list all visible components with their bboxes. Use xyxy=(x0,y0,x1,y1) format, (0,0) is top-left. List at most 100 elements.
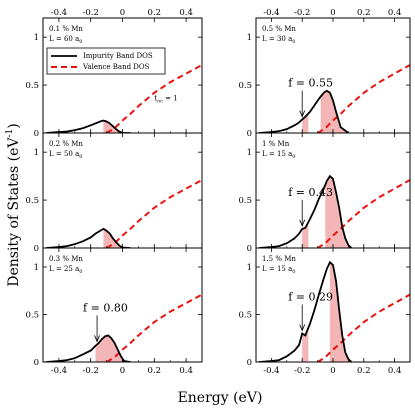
concentration-label: 1 % Mn xyxy=(262,140,290,148)
y-tick-label: 1 xyxy=(247,33,252,43)
fraction-label: f = 0.43 xyxy=(288,186,333,199)
length-label-sub: 0 xyxy=(79,39,82,45)
toc-label-t: t xyxy=(154,94,157,102)
x-tick-label-bottom: 0.4 xyxy=(388,366,402,376)
panel-2: 00.510.2 % MnL = 50 a0 xyxy=(25,132,203,254)
length-label-sub: 0 xyxy=(79,269,82,275)
panels: -0.4 -0.2 0 0.2 0.400.510.1 % MnL = 60 a0Imp… xyxy=(25,8,411,376)
length-label: L = 25 a0 xyxy=(49,265,82,275)
valence-band-line xyxy=(317,179,410,248)
length-label: L = 30 a0 xyxy=(262,35,295,45)
length-label: L = 50 a0 xyxy=(49,150,82,160)
impurity-band-line xyxy=(46,119,131,133)
toc-label-sub: oc xyxy=(157,98,163,104)
y-tick-label: 0.5 xyxy=(25,196,39,206)
x-tick-label-bottom: 0 xyxy=(120,366,125,376)
fraction-label: f = 0.29 xyxy=(288,291,333,304)
fraction-arrow-head xyxy=(299,219,306,227)
fraction-arrow-head xyxy=(94,335,100,343)
concentration-label: 1.5 % Mn xyxy=(262,255,296,263)
y-tick-label: 1 xyxy=(34,263,39,273)
length-label-sub: 0 xyxy=(292,154,295,160)
x-tick-label-top: 0.2 xyxy=(357,8,371,18)
length-label: L = 15 a0 xyxy=(262,265,295,275)
y-tick-label: 0 xyxy=(34,129,39,139)
x-tick-label-bottom: 0.4 xyxy=(179,366,193,376)
y-axis-label-close: ) xyxy=(6,123,22,128)
fraction-label: f = 0.80 xyxy=(83,301,128,314)
concentration-label: 0.1 % Mn xyxy=(49,25,83,33)
length-label-main: L = 60 a xyxy=(49,35,79,43)
panel-3: -0.4 -0.2 0 0.2 0.400.510.3 % MnL = 25 a0f =… xyxy=(25,247,203,376)
impurity-fill-2 xyxy=(320,90,349,133)
impurity-fill-1 xyxy=(95,335,131,362)
concentration-label: 0.3 % Mn xyxy=(49,255,83,263)
y-tick-label: 0.5 xyxy=(25,311,39,321)
panel-5: 00.511 % MnL = 15 a0f = 0.43 xyxy=(238,132,411,254)
legend-valence-label: Valence Band DOS xyxy=(82,63,150,71)
legend-impurity-label: Impurity Band DOS xyxy=(83,52,153,60)
valence-band-line xyxy=(317,64,410,133)
impurity-fill-2 xyxy=(329,262,352,362)
y-tick-label: 0.5 xyxy=(238,196,252,206)
length-label-main: L = 25 a xyxy=(49,265,79,273)
valence-band-line xyxy=(106,179,202,248)
length-label-sub: 0 xyxy=(79,154,82,160)
x-tick-label-top: -0.4 xyxy=(51,8,67,18)
y-tick-label: 1 xyxy=(247,263,252,273)
x-tick-label-top: 0.4 xyxy=(388,8,402,18)
length-label-main: L = 50 a xyxy=(49,150,79,158)
y-tick-label: 1 xyxy=(34,148,39,158)
length-label-main: L = 15 a xyxy=(262,150,292,158)
x-tick-label-bottom: -0.4 xyxy=(263,366,279,376)
x-tick-label-bottom: -0.2 xyxy=(294,366,310,376)
x-tick-label-top: 0 xyxy=(120,8,125,18)
x-tick-label-bottom: 0 xyxy=(330,366,335,376)
panel-4: -0.4 -0.2 0 0.2 0.4 0 0.5 1 0.5 % Mn L = 30 a0 f =… xyxy=(238,8,411,139)
impurity-fill-2 xyxy=(325,176,352,248)
toc-label: toc = 1 xyxy=(154,94,177,104)
y-tick-label: 0.5 xyxy=(238,311,252,321)
y-tick-label: 1 xyxy=(34,33,39,43)
impurity-band-line xyxy=(259,174,353,248)
valence-band-line xyxy=(106,64,202,133)
x-tick-label-bottom: -0.4 xyxy=(51,366,67,376)
x-tick-label-top: 0.2 xyxy=(148,8,162,18)
impurity-band-line xyxy=(259,260,353,362)
valence-band-line xyxy=(106,293,202,362)
x-tick-label-bottom: 0.2 xyxy=(148,366,162,376)
length-label: L = 60 a0 xyxy=(49,35,82,45)
y-tick-label: 0 xyxy=(34,358,39,368)
y-tick-label: 0 xyxy=(34,244,39,254)
x-axis-label: Energy (eV) xyxy=(178,390,263,406)
x-tick-label-top: -0.4 xyxy=(263,8,279,18)
y-tick-label: 0.5 xyxy=(25,81,39,91)
fraction-label: f = 0.55 xyxy=(288,77,333,90)
impurity-band-line xyxy=(46,227,131,248)
impurity-band-line xyxy=(46,334,131,362)
y-tick-label: 0 xyxy=(247,129,252,139)
y-tick-label: 1 xyxy=(247,148,252,158)
valence-band-line xyxy=(317,293,410,362)
panel-1: -0.4 -0.2 0 0.2 0.400.510.1 % MnL = 60 a0Imp… xyxy=(25,8,203,139)
x-tick-label-top: -0.2 xyxy=(83,8,99,18)
fraction-arrow-head xyxy=(299,110,306,118)
length-label-main: L = 30 a xyxy=(262,35,292,43)
length-label-main: L = 15 a xyxy=(262,265,292,273)
length-label-sub: 0 xyxy=(292,269,295,275)
impurity-fill-1 xyxy=(302,327,309,362)
x-tick-label-top: -0.2 xyxy=(294,8,310,18)
y-tick-label: 0.5 xyxy=(238,81,252,91)
legend-box xyxy=(46,47,166,75)
concentration-label: 0.5 % Mn xyxy=(262,25,296,33)
y-axis-label-main: Density of States (eV xyxy=(6,137,22,287)
concentration-label: 0.2 % Mn xyxy=(49,140,83,148)
toc-label-value: = 1 xyxy=(163,94,178,102)
x-tick-label-bottom: 0.2 xyxy=(357,366,371,376)
x-tick-label-top: 0.4 xyxy=(179,8,193,18)
y-axis-label: Density of States (eV-1) xyxy=(5,123,22,286)
y-tick-label: 0 xyxy=(247,244,252,254)
x-tick-label-top: 0 xyxy=(330,8,335,18)
impurity-fill-1 xyxy=(103,228,131,248)
